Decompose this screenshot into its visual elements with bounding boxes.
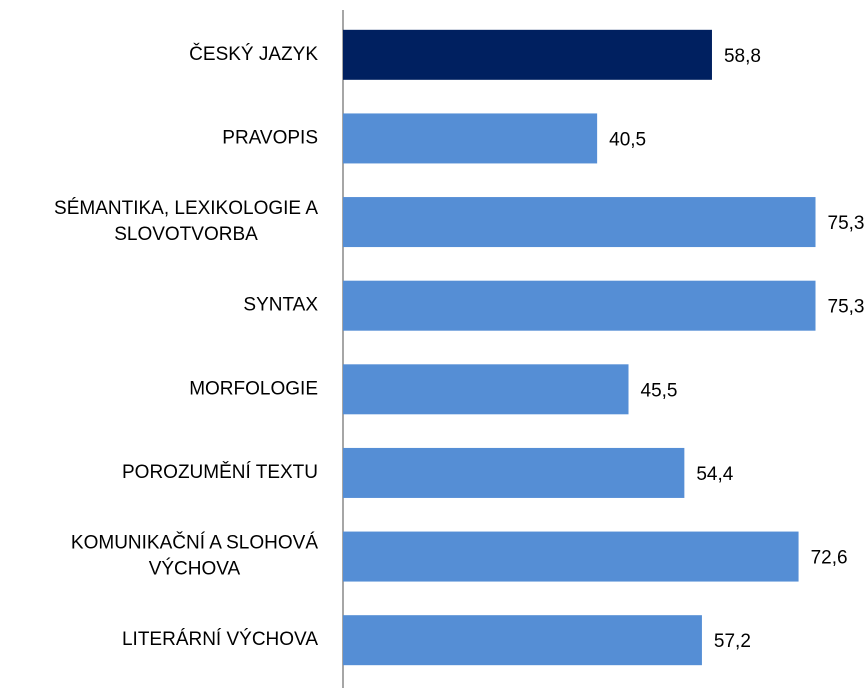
category-label: SYNTAX — [243, 295, 318, 316]
bar — [343, 29, 712, 80]
label-line: MORFOLOGIE — [189, 378, 318, 399]
label-line: SYNTAX — [243, 295, 318, 316]
bar — [343, 364, 629, 415]
category-label: PRAVOPIS — [222, 127, 318, 148]
label-line: VÝCHOVA — [149, 559, 241, 580]
category-label: KOMUNIKAČNÍ A SLOHOVÁ VÝCHOVA — [71, 532, 318, 580]
data-label: 54,4 — [696, 464, 733, 485]
bar — [343, 280, 816, 331]
data-label: 57,2 — [714, 631, 751, 652]
data-label: 75,3 — [828, 213, 865, 234]
bar — [343, 197, 816, 248]
bar — [343, 447, 685, 498]
data-label: 40,5 — [609, 129, 646, 150]
label-line: SÉMANTIKA, LEXIKOLOGIE A — [54, 198, 318, 219]
bar — [343, 113, 598, 164]
bar — [343, 531, 799, 582]
category-label: ČESKÝ JAZYK — [189, 43, 318, 65]
label-line: LITERÁRNÍ VÝCHOVA — [122, 629, 318, 650]
label-line: KOMUNIKAČNÍ A SLOHOVÁ — [71, 532, 318, 554]
data-label: 72,6 — [811, 548, 848, 569]
label-line: PRAVOPIS — [222, 127, 318, 148]
category-label: MORFOLOGIE — [189, 378, 318, 399]
category-label: POROZUMĚNÍ TEXTU — [122, 461, 318, 483]
category-label: SÉMANTIKA, LEXIKOLOGIE A SLOVOTVORBA — [54, 198, 318, 245]
data-label: 75,3 — [828, 297, 865, 318]
category-label: LITERÁRNÍ VÝCHOVA — [122, 629, 318, 650]
label-line: ČESKÝ JAZYK — [189, 43, 318, 65]
bar — [343, 615, 702, 666]
data-label: 45,5 — [641, 380, 678, 401]
label-line: POROZUMĚNÍ TEXTU — [122, 461, 318, 483]
data-label: 58,8 — [724, 46, 761, 67]
label-line: SLOVOTVORBA — [114, 224, 258, 245]
